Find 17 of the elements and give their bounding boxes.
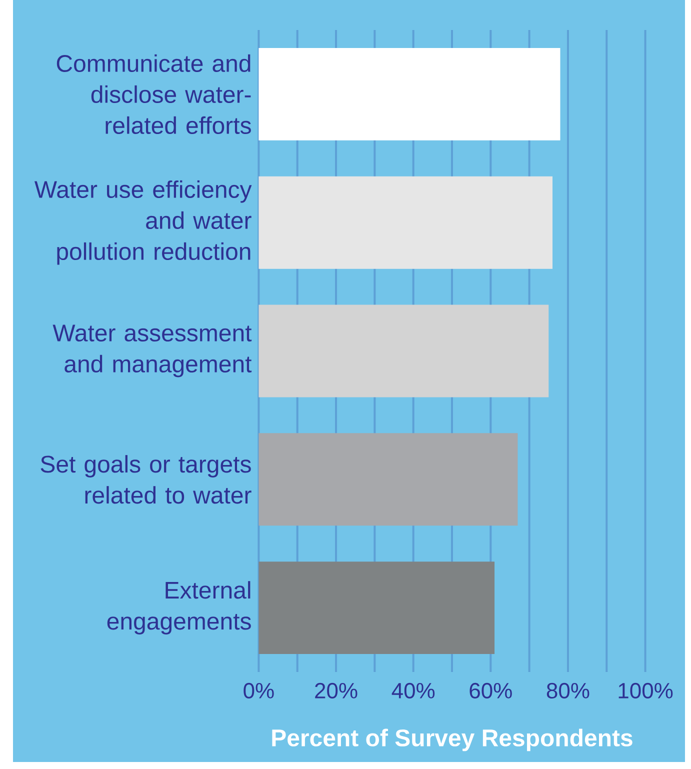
bar	[258, 562, 495, 654]
x-axis-title: Percent of Survey Respondents	[272, 728, 632, 752]
x-tick-label: 0%	[244, 682, 274, 698]
y-tick-label: Water assessment and management	[52, 324, 252, 378]
y-tick-label: External engagements	[107, 581, 251, 634]
bar	[258, 433, 518, 526]
x-tick-label: 80%	[546, 682, 590, 698]
y-tick-label: Communicate and disclose water-related efforts	[56, 54, 251, 134]
x-tick-label: 60%	[470, 682, 512, 698]
x-tick-label: 40%	[392, 682, 435, 698]
x-tick-label: 20%	[315, 682, 358, 698]
y-tick-label: Set goals or targets related to water	[40, 455, 252, 504]
y-tick-label: Water use efficiency and water pollution reduction	[34, 180, 252, 265]
bar	[258, 304, 549, 398]
bar	[258, 176, 553, 269]
bar	[258, 48, 560, 140]
x-tick-label: 100%	[618, 682, 673, 698]
